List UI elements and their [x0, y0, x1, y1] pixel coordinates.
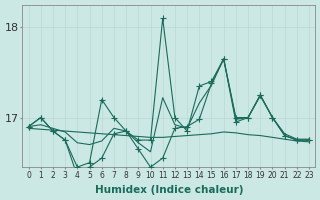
X-axis label: Humidex (Indice chaleur): Humidex (Indice chaleur) [94, 185, 243, 195]
